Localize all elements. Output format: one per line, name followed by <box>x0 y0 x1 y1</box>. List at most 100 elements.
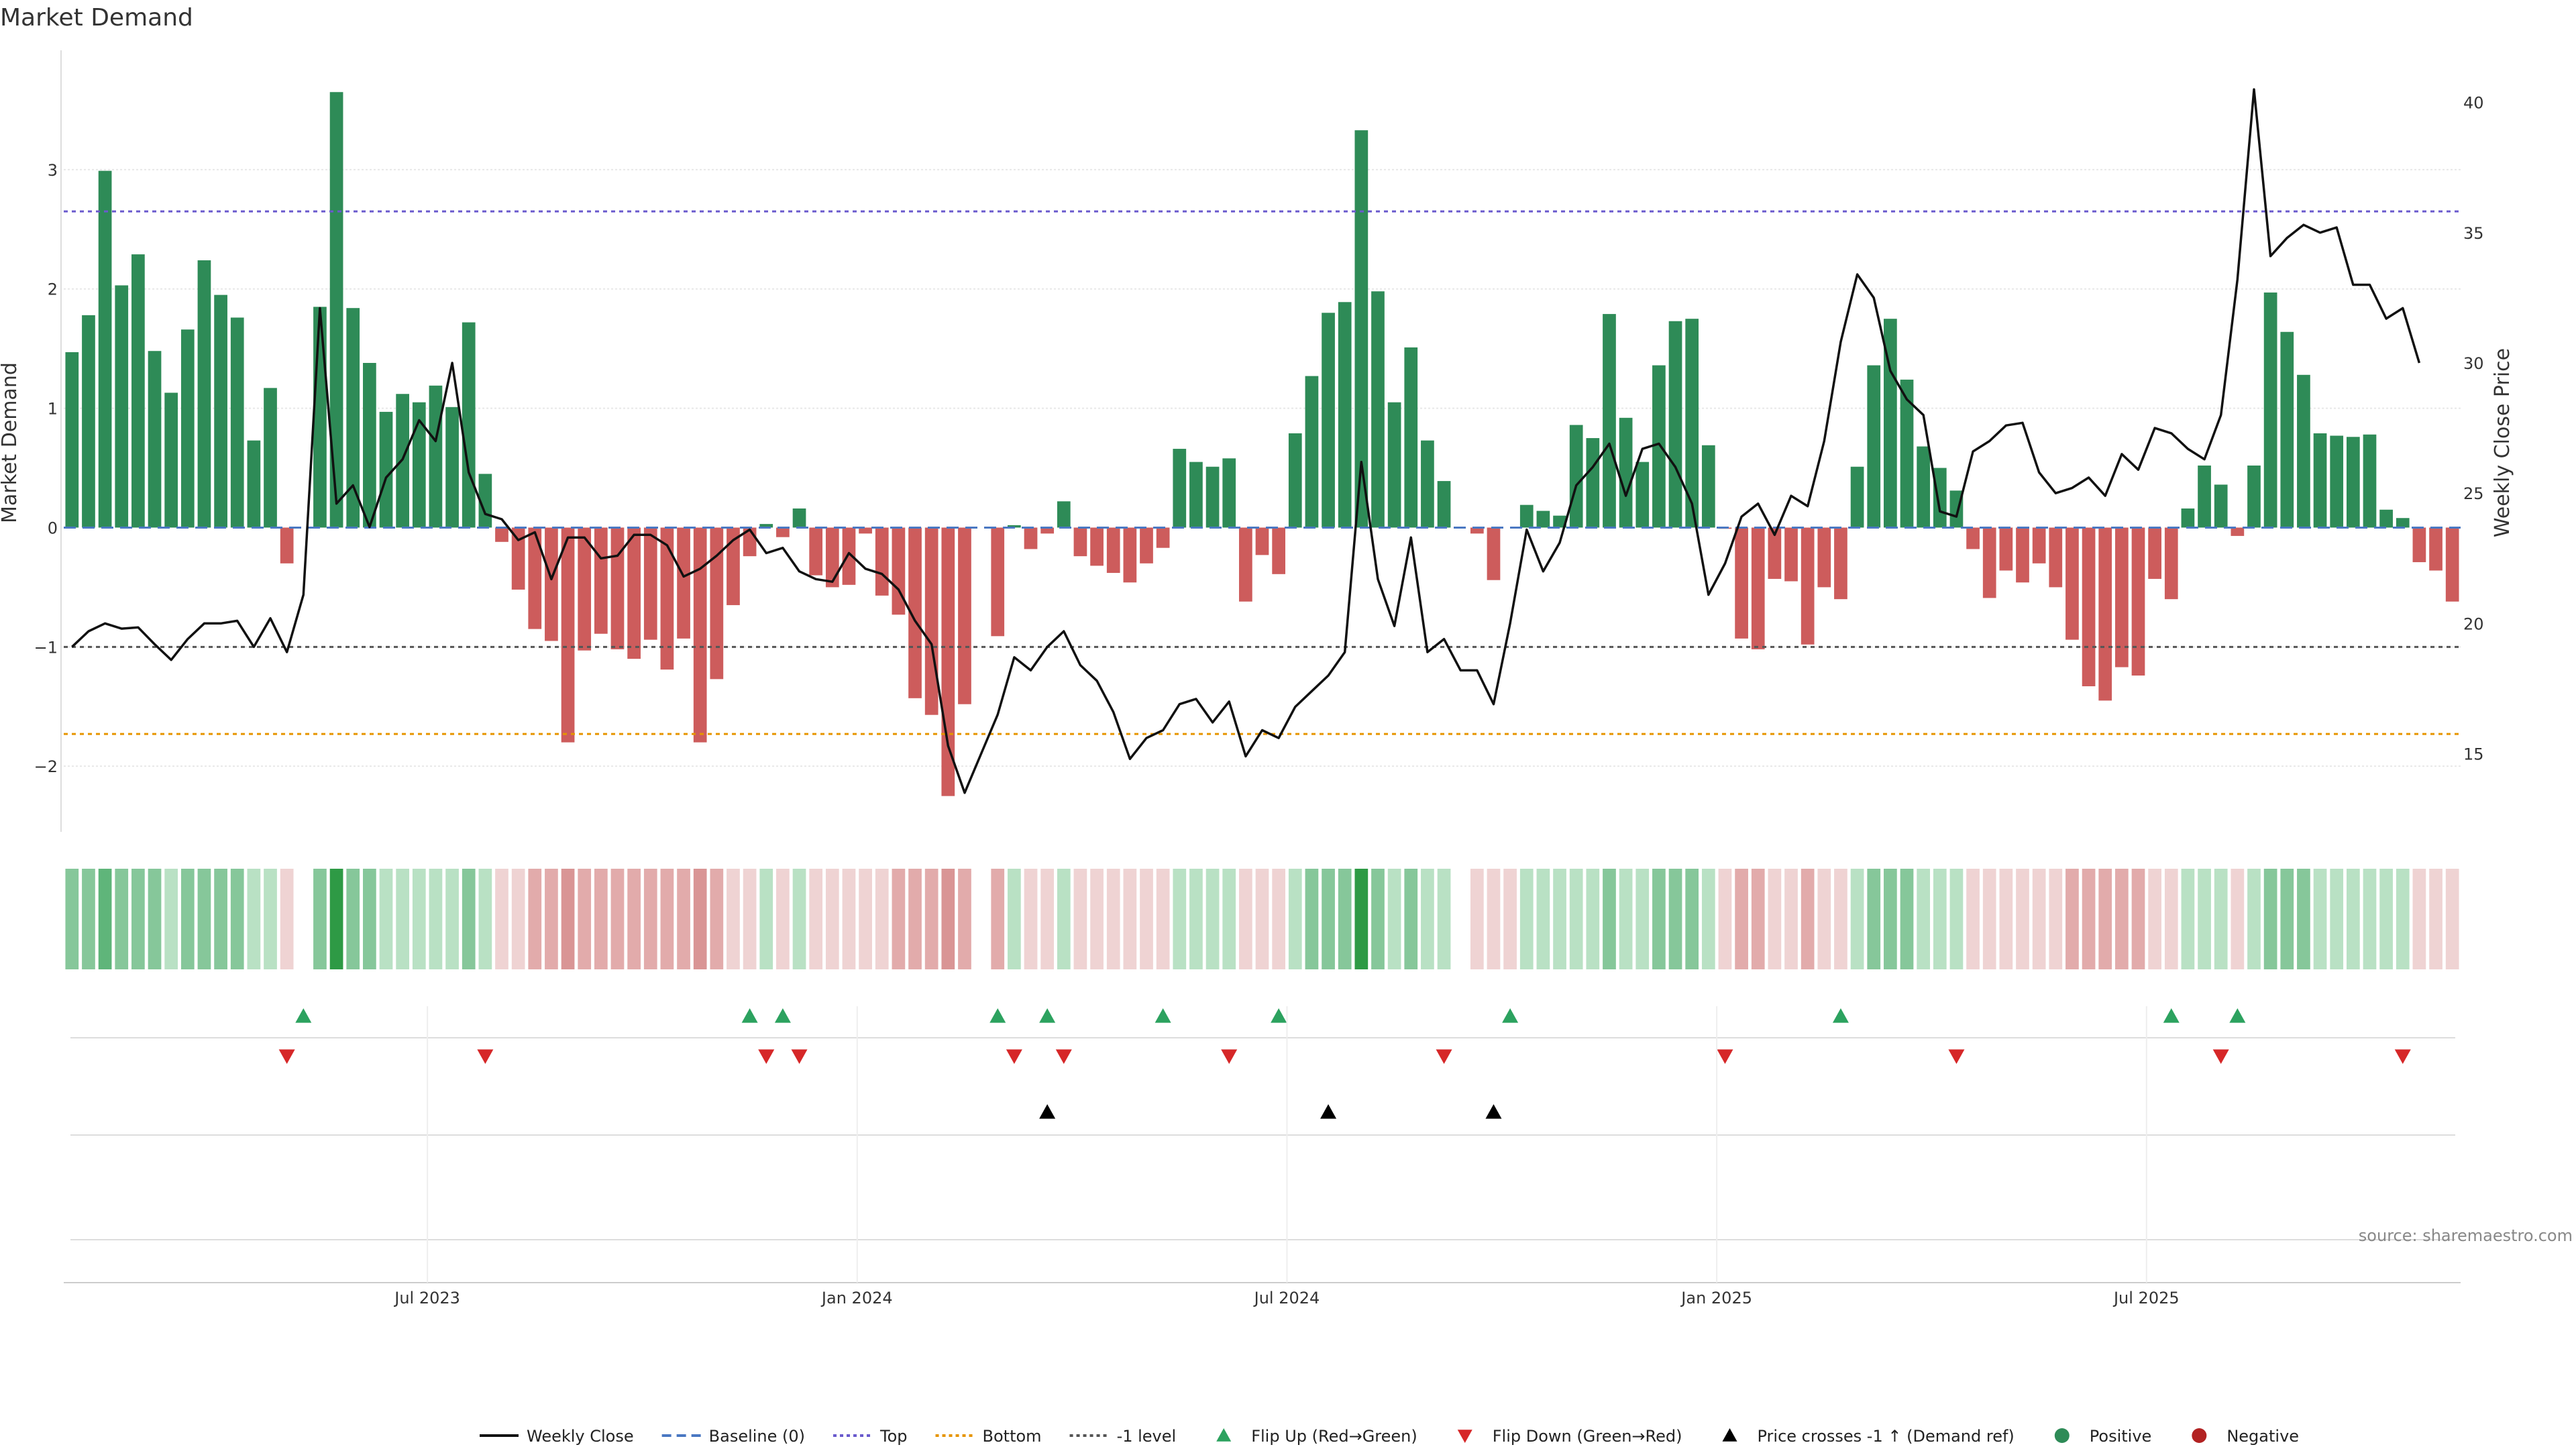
flip-down-marker <box>278 1049 295 1064</box>
left-tick-label: −2 <box>34 757 58 776</box>
strip-cell <box>1834 869 1847 969</box>
legend-swatch <box>1216 1428 1232 1442</box>
strip-cell <box>825 869 839 969</box>
strip-cell <box>875 869 889 969</box>
demand-bar <box>445 407 459 528</box>
flip-up-marker <box>1155 1008 1171 1023</box>
demand-bar <box>1140 527 1153 564</box>
left-tick-label: −1 <box>34 638 58 657</box>
strip-cell <box>379 869 393 969</box>
demand-bar <box>164 392 178 528</box>
strip-cell <box>264 869 277 969</box>
strip-cell <box>1437 869 1451 969</box>
demand-bar <box>148 351 162 528</box>
strip-cell <box>1982 869 1996 969</box>
demand-bar <box>214 294 227 528</box>
strip-cell <box>1040 869 1055 969</box>
demand-bar <box>1768 527 1782 579</box>
demand-bar <box>1024 527 1038 549</box>
demand-bar <box>1106 527 1120 574</box>
strip-cell <box>1387 869 1401 969</box>
strip-cell <box>528 869 542 969</box>
flip-down-marker <box>1436 1049 1452 1064</box>
demand-bar <box>2082 527 2096 687</box>
strip-cell <box>2114 869 2129 969</box>
strip-cell <box>2445 869 2459 969</box>
strip-cell <box>776 869 790 969</box>
demand-bar <box>1536 511 1550 528</box>
strip-cell <box>578 869 592 969</box>
strip-cell <box>1156 869 1170 969</box>
source-note: source: sharemaestro.com <box>2359 1226 2573 1245</box>
demand-bar <box>1189 462 1203 528</box>
strip-cell <box>1784 869 1798 969</box>
demand-bar <box>1982 527 1996 598</box>
strip-cell <box>908 869 922 969</box>
demand-bar <box>892 527 906 615</box>
demand-bar <box>859 527 872 534</box>
legend-item-1: Baseline (0) <box>661 1427 805 1446</box>
legend-item-0: Weekly Close <box>480 1427 634 1446</box>
legend-item-9: Negative <box>2192 1427 2299 1446</box>
strip-cell <box>1189 869 1203 969</box>
strip-cell <box>511 869 525 969</box>
legend-swatch <box>2192 1428 2207 1443</box>
demand-bar <box>825 527 839 588</box>
demand-bar <box>2330 435 2344 528</box>
date-tick-label: Jul 2024 <box>1253 1289 1320 1307</box>
strip-cell <box>98 869 112 969</box>
demand-bar <box>1784 527 1798 582</box>
demand-bar <box>180 329 195 528</box>
strip-cell <box>1999 869 2013 969</box>
strip-cell <box>1503 869 1517 969</box>
demand-bar <box>2280 331 2294 528</box>
strip-cell <box>627 869 641 969</box>
strip-cell <box>561 869 575 969</box>
demand-bar <box>1751 527 1765 649</box>
strip-cell <box>660 869 674 969</box>
strip-cell <box>2247 869 2261 969</box>
strip-cell <box>1519 869 1534 969</box>
demand-bar <box>2098 527 2112 701</box>
demand-bar <box>2429 527 2443 571</box>
demand-bar <box>1040 527 1055 534</box>
strip-cell <box>710 869 724 969</box>
flip-up-marker <box>2163 1008 2180 1023</box>
strip-cell <box>1635 869 1650 969</box>
strip-cell <box>1008 869 1021 969</box>
demand-bar <box>1850 466 1864 528</box>
demand-bar <box>2198 465 2211 528</box>
legend-label: Bottom <box>983 1427 1042 1446</box>
flip-up-marker <box>774 1008 791 1023</box>
flip-up-marker <box>295 1008 312 1023</box>
demand-bar <box>545 527 558 641</box>
strip-cell <box>809 869 823 969</box>
demand-bar <box>197 260 211 528</box>
legend-label: -1 level <box>1117 1427 1177 1446</box>
demand-bar <box>2346 437 2360 528</box>
strip-cell <box>2313 869 2327 969</box>
strip-cell <box>329 869 343 969</box>
strip-cell <box>1949 869 1964 969</box>
strip-cell <box>1768 869 1782 969</box>
demand-bar <box>511 527 525 590</box>
demand-bar <box>1999 527 2013 571</box>
strip-cell <box>1966 869 1980 969</box>
demand-bar <box>264 388 277 528</box>
strip-cell <box>1090 869 1104 969</box>
demand-bar <box>1900 379 1914 528</box>
left-tick-label: 3 <box>48 161 58 180</box>
strip-cell <box>1917 869 1931 969</box>
demand-bar <box>792 508 806 528</box>
strip-cell <box>230 869 244 969</box>
demand-bar <box>842 527 856 585</box>
demand-bar <box>1288 433 1302 528</box>
strip-cell <box>2049 869 2063 969</box>
strip-cell <box>1668 869 1682 969</box>
signal-panels <box>64 1008 2461 1283</box>
demand-bar <box>759 524 773 528</box>
demand-bar <box>2231 527 2245 536</box>
strip-cell <box>2032 869 2046 969</box>
demand-bar <box>495 527 508 542</box>
flip-up-marker <box>1039 1008 1056 1023</box>
